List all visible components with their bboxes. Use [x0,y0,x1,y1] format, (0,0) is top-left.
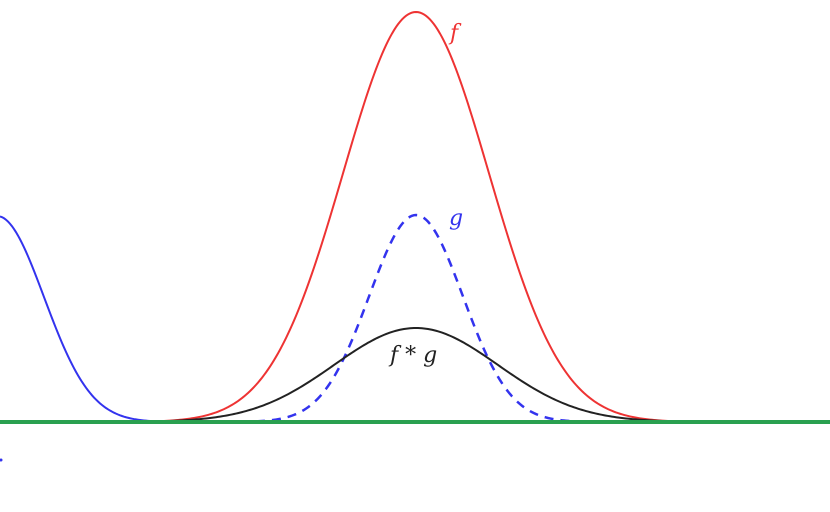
marker-dot [0,458,3,462]
f-label: f [448,21,462,46]
convolution-label: f * g [388,343,437,368]
g-label: g [449,206,463,231]
shifted-g-curve [0,215,300,423]
g-curve [0,213,830,424]
